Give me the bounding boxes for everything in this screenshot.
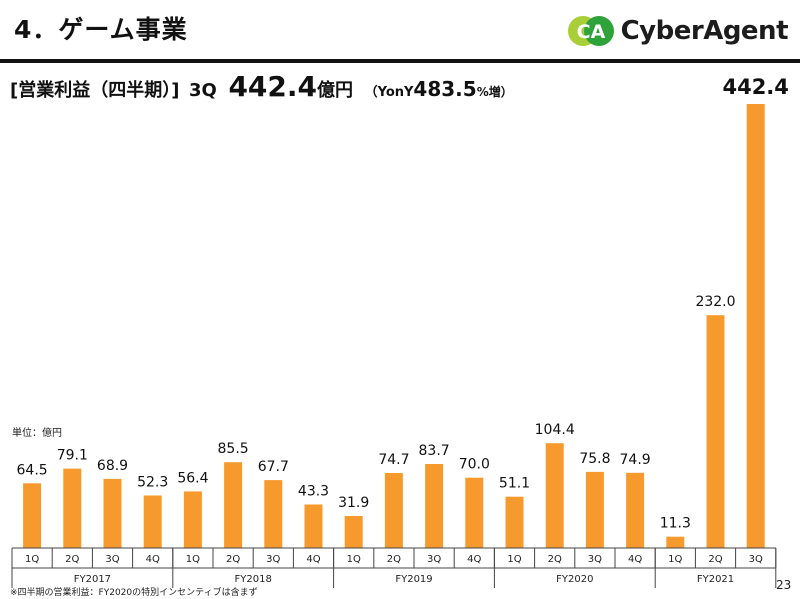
bar-fy2017-1q bbox=[23, 483, 42, 548]
value-label-fy2021-1q: 11.3 bbox=[660, 516, 691, 532]
bar-fy2017-4q bbox=[143, 495, 162, 548]
quarter-label: 3Q bbox=[266, 554, 280, 565]
value-label-fy2020-2q: 104.4 bbox=[535, 422, 575, 438]
bar-fy2019-2q bbox=[384, 473, 403, 548]
quarter-label: 2Q bbox=[387, 554, 401, 565]
quarter-label: 3Q bbox=[749, 554, 763, 565]
headline: [営業利益（四半期）] 3Q 442.4億円 （YonY483.5%増） bbox=[10, 70, 513, 103]
value-label-fy2018-2q: 85.5 bbox=[218, 441, 249, 457]
bar-fy2019-3q bbox=[425, 464, 444, 548]
bar-layer bbox=[23, 104, 765, 548]
value-label-fy2020-1q: 51.1 bbox=[499, 476, 530, 492]
value-label-fy2017-4q: 52.3 bbox=[137, 475, 168, 491]
value-label-fy2018-4q: 43.3 bbox=[298, 484, 329, 500]
bar-fy2020-1q bbox=[505, 496, 524, 548]
quarter-label: 3Q bbox=[427, 554, 441, 565]
quarter-label: 1Q bbox=[347, 554, 361, 565]
year-label-fy2017: FY2017 bbox=[74, 574, 111, 585]
quarter-label: 1Q bbox=[507, 554, 521, 565]
headline-yoy-open: （YonY bbox=[364, 85, 414, 100]
bar-fy2017-2q bbox=[63, 468, 82, 548]
category-axis: 1Q 2Q 3Q 4Q FY2017 1Q 2Q 3Q 4Q FY2018 1Q 2Q 3Q 4Q FY20… bbox=[11, 547, 777, 588]
quarter-label: 2Q bbox=[226, 554, 240, 565]
value-label-fy2017-1q: 64.5 bbox=[17, 462, 48, 478]
title-divider bbox=[0, 59, 800, 63]
quarter-label: 2Q bbox=[548, 554, 562, 565]
year-label-fy2021: FY2021 bbox=[697, 574, 734, 585]
quarter-label: 3Q bbox=[105, 554, 119, 565]
value-label-fy2019-2q: 74.7 bbox=[378, 452, 409, 468]
bar-fy2020-3q bbox=[585, 471, 604, 548]
bar-fy2018-4q bbox=[304, 504, 323, 548]
value-label-fy2021-2q: 232.0 bbox=[695, 294, 735, 310]
quarter-label: 1Q bbox=[668, 554, 682, 565]
year-label-fy2018: FY2018 bbox=[235, 574, 272, 585]
headline-label: [営業利益（四半期）] bbox=[10, 80, 180, 101]
bar-fy2017-3q bbox=[103, 478, 122, 548]
unit-note: 単位：億円 bbox=[12, 428, 62, 439]
quarter-label: 4Q bbox=[306, 554, 320, 565]
quarter-label: 2Q bbox=[708, 554, 722, 565]
headline-yoy-close: %増） bbox=[476, 85, 513, 99]
quarter-label: 2Q bbox=[65, 554, 79, 565]
bar-fy2019-1q bbox=[344, 516, 363, 548]
headline-value: 442.4 bbox=[228, 70, 318, 103]
page-number: 23 bbox=[776, 578, 792, 592]
value-label-fy2017-2q: 79.1 bbox=[57, 448, 88, 464]
headline-unit: 億円 bbox=[317, 80, 354, 101]
headline-quarter: 3Q bbox=[189, 80, 217, 101]
bar-fy2019-4q bbox=[465, 477, 484, 548]
bar-fy2018-3q bbox=[264, 480, 283, 548]
logo-mark-text: CA bbox=[576, 21, 605, 43]
bar-fy2021-1q bbox=[666, 536, 685, 548]
value-label-fy2018-1q: 56.4 bbox=[177, 470, 208, 486]
slide-title: 4．ゲーム事業 bbox=[14, 15, 188, 44]
value-label-fy2020-3q: 75.8 bbox=[579, 451, 610, 467]
quarter-label: 4Q bbox=[146, 554, 160, 565]
year-label-fy2020: FY2020 bbox=[556, 574, 593, 585]
bar-fy2020-4q bbox=[626, 472, 645, 548]
value-label-fy2021-3q: 442.4 bbox=[722, 75, 788, 99]
value-label-fy2017-3q: 68.9 bbox=[97, 458, 128, 474]
bar-fy2021-2q bbox=[706, 315, 725, 548]
headline-yoy-value: 483.5 bbox=[413, 77, 477, 101]
quarter-label: 4Q bbox=[628, 554, 642, 565]
footnote: ※四半期の営業利益：FY2020の特別インセンティブは含まず bbox=[10, 588, 258, 598]
bar-fy2021-3q bbox=[746, 104, 765, 548]
bar-fy2020-2q bbox=[545, 443, 564, 548]
quarter-label: 3Q bbox=[588, 554, 602, 565]
value-label-fy2020-4q: 74.9 bbox=[620, 452, 651, 468]
cyberagent-logo-mark: CA bbox=[567, 16, 614, 46]
quarter-label: 1Q bbox=[186, 554, 200, 565]
bar-fy2018-1q bbox=[183, 491, 202, 548]
value-label-fy2019-3q: 83.7 bbox=[419, 443, 450, 459]
quarter-label: 4Q bbox=[467, 554, 481, 565]
brand-name: CyberAgent bbox=[620, 16, 789, 46]
year-label-fy2019: FY2019 bbox=[395, 574, 432, 585]
value-label-fy2019-4q: 70.0 bbox=[459, 457, 490, 473]
brand-logo: CA CyberAgent bbox=[567, 8, 789, 54]
quarter-label: 1Q bbox=[25, 554, 39, 565]
value-label-layer: 64.5 79.1 68.9 52.3 56.4 85.5 67.7 43.3 31.9 74.7… bbox=[17, 75, 789, 532]
value-label-fy2018-3q: 67.7 bbox=[258, 459, 289, 475]
bar-fy2018-2q bbox=[224, 462, 243, 548]
value-label-fy2019-1q: 31.9 bbox=[338, 495, 369, 511]
